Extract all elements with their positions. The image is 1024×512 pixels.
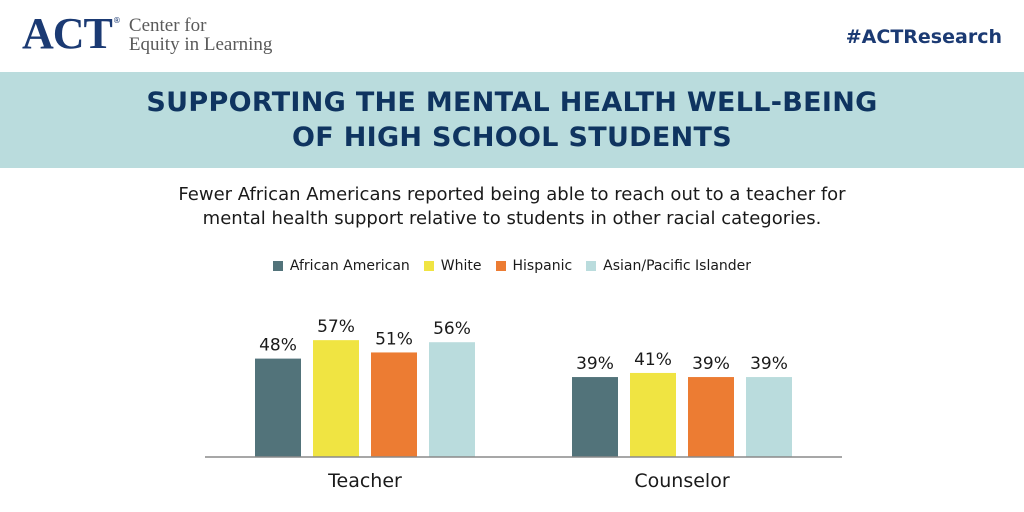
bar-value-label: 41% [634,350,672,370]
logo-text: Center for Equity in Learning [129,16,273,54]
header: ACT ® Center for Equity in Learning #ACT… [0,0,1024,72]
logo-line-1: Center for [128,15,207,36]
title-banner: SUPPORTING THE MENTAL HEALTH WELL-BEING … [0,72,1024,168]
subtitle-line-2: mental health support relative to studen… [202,208,822,229]
banner-title-line-2: OF HIGH SCHOOL STUDENTS [292,122,732,153]
chart-subtitle: Fewer African Americans reported being a… [0,183,1024,231]
chart-legend: African American White Hispanic Asian/Pacif… [0,258,1024,274]
bar [255,358,301,457]
bar-value-label: 51% [375,329,413,349]
legend-label: White [440,258,482,274]
legend-item: African American [272,258,410,274]
legend-label: Hispanic [512,258,573,274]
bar [630,372,676,457]
legend-swatch [495,261,506,271]
logo-line-2: Equity in Learning [128,34,273,55]
legend-label: African American [289,258,410,274]
bar-value-label: 39% [692,354,730,374]
legend-item: Asian/Pacific Islander [586,258,751,274]
banner-title-line-1: SUPPORTING THE MENTAL HEALTH WELL-BEING [146,87,878,118]
legend-swatch [423,261,434,271]
bar [371,352,417,457]
legend-label: Asian/Pacific Islander [603,258,752,274]
bar-chart: 48% 57% 51% 56% Teacher 39% 41% 39% 39% Counselor [205,317,842,492]
bar [429,342,475,457]
bar [572,377,618,457]
bar-value-label: 39% [750,354,788,374]
bar-value-label: 57% [317,317,355,337]
bar [746,377,792,457]
category-label: Counselor [634,470,729,492]
bar [688,377,734,457]
legend-item: Hispanic [495,258,573,274]
bar-value-label: 39% [576,354,614,374]
logo-mark: ACT [22,9,113,58]
legend-item: White [423,258,482,274]
logo-registered-mark: ® [112,16,121,25]
legend-swatch [272,261,283,271]
bar [313,340,359,457]
hashtag[interactable]: #ACTResearch [845,26,1002,48]
bar-value-label: 48% [259,336,297,356]
subtitle-line-1: Fewer African Americans reported being a… [178,184,846,205]
act-logo[interactable]: ACT ® Center for Equity in Learning [22,9,273,58]
legend-swatch [586,261,597,271]
category-label: Teacher [327,470,402,492]
bar-value-label: 56% [433,319,471,339]
